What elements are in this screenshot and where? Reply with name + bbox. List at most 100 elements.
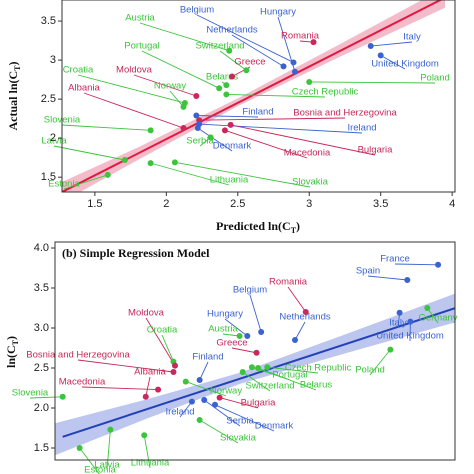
- point-label: Portugal: [272, 370, 307, 381]
- data-point: [435, 261, 442, 268]
- data-point: [121, 157, 128, 163]
- y-tick-label: 1.5: [41, 171, 56, 183]
- x-tick-label: 3.5: [373, 198, 388, 210]
- leader-line: [185, 381, 227, 397]
- leader-line: [174, 161, 311, 188]
- data-point: [194, 125, 201, 131]
- leader-line: [394, 263, 439, 266]
- data-point: [59, 393, 66, 400]
- data-point: [212, 401, 218, 408]
- data-point: [292, 337, 298, 343]
- leader-line: [161, 334, 174, 362]
- leader-line: [294, 321, 306, 341]
- data-point: [182, 378, 189, 385]
- point-label: United Kingdom: [376, 331, 444, 342]
- point-label: Germany: [418, 313, 457, 324]
- leader-line: [267, 366, 319, 374]
- point-label: Lithuania: [210, 175, 249, 186]
- data-point: [306, 78, 313, 85]
- leader-line: [53, 145, 125, 161]
- point-label: Albania: [68, 83, 100, 94]
- point-label: Finland: [192, 352, 223, 363]
- point-label: Netherlands: [279, 312, 330, 323]
- data-point: [201, 397, 208, 403]
- x-tick-label: 2.5: [230, 198, 245, 210]
- leader-line: [203, 399, 241, 427]
- data-point: [236, 333, 243, 339]
- leader-line: [77, 74, 186, 104]
- data-point: [253, 349, 260, 356]
- data-point: [248, 364, 255, 371]
- point-label: Czech Republic: [292, 87, 359, 98]
- axis-title-part: T: [11, 339, 20, 345]
- data-point: [180, 125, 187, 131]
- leader-line: [224, 318, 248, 337]
- axis-title-part: ln(C: [4, 345, 18, 368]
- data-point: [216, 394, 223, 401]
- leader-line: [63, 174, 108, 190]
- data-point: [387, 346, 394, 353]
- point-label: Albania: [134, 367, 166, 378]
- y-tick-label: 3.5: [41, 15, 56, 27]
- y-tick-label: 2: [50, 132, 56, 144]
- data-point: [244, 333, 251, 339]
- leader-line: [230, 124, 376, 156]
- leader-line: [179, 401, 193, 418]
- data-point: [193, 93, 200, 99]
- data-point: [142, 393, 149, 400]
- point-label: Belgium: [233, 285, 267, 296]
- point-label: Spain: [356, 266, 380, 277]
- data-point: [170, 369, 177, 375]
- point-label: Macedonia: [59, 377, 106, 388]
- data-point: [223, 82, 230, 89]
- leader-line: [214, 404, 275, 432]
- leader-line: [29, 396, 63, 399]
- leader-line: [199, 117, 346, 121]
- data-point: [280, 63, 287, 70]
- leader-line: [257, 367, 317, 391]
- point-label: Denmark: [255, 421, 294, 432]
- data-point: [180, 103, 187, 110]
- point-label: Latvia: [94, 460, 120, 471]
- leader-line: [139, 22, 230, 52]
- data-point: [172, 362, 178, 369]
- point-label: Bosnia and Herzegovina: [26, 350, 130, 361]
- point-label: Slovakia: [292, 177, 329, 188]
- leader-line: [242, 371, 271, 392]
- data-point: [147, 127, 154, 134]
- data-point: [141, 432, 148, 439]
- leader-line: [369, 349, 391, 376]
- y-tick-label: 4.0: [34, 242, 49, 254]
- plot-frame: [54, 241, 456, 461]
- leader-line: [77, 359, 174, 373]
- leader-line: [145, 317, 176, 366]
- leader-line: [106, 429, 111, 471]
- data-point: [290, 59, 297, 66]
- leader-line: [143, 435, 151, 469]
- point-label: Czech Republic: [285, 363, 352, 374]
- point-label: Hungary: [207, 309, 243, 320]
- leader-line: [380, 55, 406, 70]
- leader-line: [79, 447, 100, 474]
- y-tick-label: 1.5: [34, 442, 49, 454]
- point-label: France: [380, 254, 410, 265]
- point-label: Bosnia and Herzegovina: [293, 108, 397, 119]
- point-label: Serbia: [186, 136, 214, 147]
- point-label: Croatia: [147, 325, 178, 336]
- data-point: [310, 39, 317, 46]
- axis-title-part: ): [6, 61, 20, 65]
- point-label: Italy: [403, 32, 421, 43]
- data-point: [404, 277, 411, 283]
- y-tick-label: 3: [50, 54, 56, 66]
- data-point: [147, 160, 154, 167]
- data-point: [104, 171, 111, 178]
- point-label: Poland: [355, 365, 385, 376]
- point-label: Norway: [210, 386, 242, 397]
- leader-line: [219, 50, 247, 71]
- point-label: Belgium: [180, 5, 214, 16]
- point-label: Hungary: [260, 7, 296, 18]
- data-point: [188, 398, 195, 405]
- y-tick-label: 2.5: [34, 362, 49, 374]
- leader-line: [199, 419, 239, 444]
